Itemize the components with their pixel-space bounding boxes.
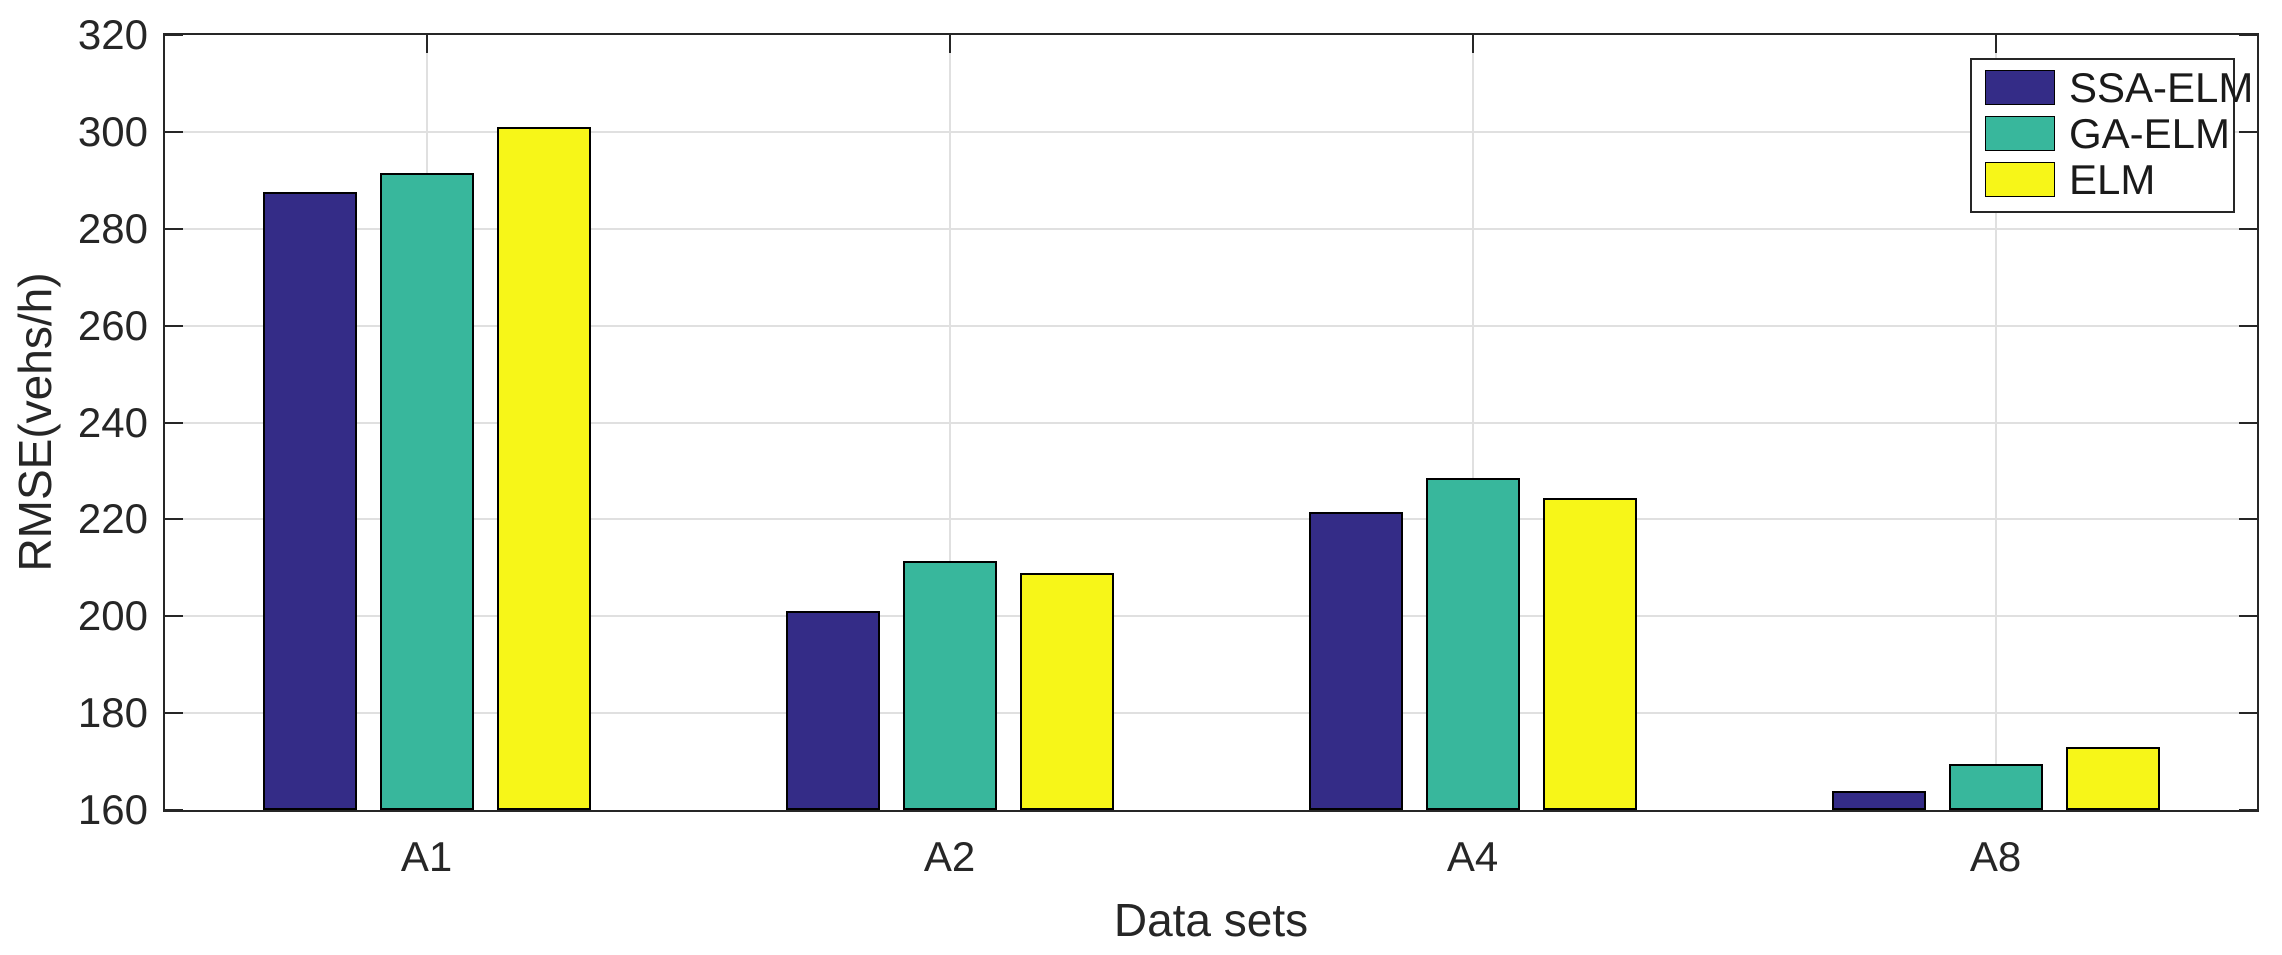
y-tick-left <box>165 518 183 521</box>
bar-ga-elm-a8 <box>1949 764 2043 810</box>
bar-ga-elm-a1 <box>380 173 474 810</box>
y-tick-label: 320 <box>77 11 148 58</box>
bar-ssa-elm-a1 <box>263 192 357 810</box>
legend-item: GA-ELM <box>1985 112 2233 154</box>
y-tick-label: 300 <box>77 107 148 155</box>
bar-elm-a8 <box>2066 747 2160 810</box>
legend-swatch <box>1985 162 2055 197</box>
x-tick-label: A8 <box>1969 833 2022 880</box>
x-tick-top <box>948 35 951 53</box>
x-tick-label: A2 <box>923 833 976 880</box>
x-tick-top <box>1471 35 1474 53</box>
x-tick-label: A1 <box>400 833 453 880</box>
y-gridline <box>165 518 2257 521</box>
y-tick-right <box>2239 227 2257 230</box>
bar-elm-a1 <box>497 127 591 810</box>
y-tick-left <box>165 615 183 618</box>
legend-label: ELM <box>2069 155 2156 203</box>
x-tick-top <box>1994 35 1997 53</box>
y-tick-label: 200 <box>77 592 148 640</box>
y-tick-right <box>2239 518 2257 521</box>
y-gridline <box>165 421 2257 424</box>
legend-swatch <box>1985 70 2055 105</box>
y-gridline <box>165 712 2257 715</box>
y-tick-label: 260 <box>77 301 148 349</box>
y-tick-left <box>165 227 183 230</box>
plot-area: SSA-ELM GA-ELM ELM <box>163 33 2259 812</box>
y-tick-right <box>2239 324 2257 327</box>
legend-item: SSA-ELM <box>1985 66 2253 108</box>
y-tick-label: 220 <box>77 495 148 543</box>
x-gridline <box>948 35 951 810</box>
legend-label: GA-ELM <box>2069 109 2231 157</box>
y-tick-left <box>165 130 183 133</box>
y-tick-left <box>165 34 183 36</box>
y-tick-right <box>2239 34 2257 36</box>
legend: SSA-ELM GA-ELM ELM <box>1970 58 2253 213</box>
y-tick-right <box>2239 130 2257 133</box>
legend-item: ELM <box>1985 158 2233 200</box>
bar-ssa-elm-a4 <box>1309 512 1403 810</box>
y-gridline <box>165 227 2257 230</box>
y-gridline <box>165 130 2257 133</box>
bar-elm-a2 <box>1020 573 1114 810</box>
bar-ga-elm-a2 <box>903 561 997 810</box>
legend-swatch <box>1985 116 2055 151</box>
x-tick-top <box>425 35 428 53</box>
bar-ga-elm-a4 <box>1426 478 1520 810</box>
y-tick-right <box>2239 421 2257 424</box>
y-tick-left <box>165 712 183 715</box>
y-tick-label: 240 <box>77 398 148 446</box>
y-gridline <box>165 324 2257 327</box>
y-tick-right <box>2239 615 2257 618</box>
y-tick-right <box>2239 809 2257 811</box>
bar-ssa-elm-a8 <box>1832 791 1926 810</box>
y-tick-right <box>2239 712 2257 715</box>
y-tick-left <box>165 421 183 424</box>
y-tick-label: 160 <box>77 786 148 833</box>
y-tick-label: 180 <box>77 689 148 737</box>
bar-elm-a4 <box>1543 498 1637 810</box>
x-axis-label: Data sets <box>1113 894 1309 946</box>
x-tick-label: A4 <box>1446 833 1499 880</box>
y-tick-left <box>165 809 183 811</box>
x-gridline <box>1994 35 1997 810</box>
y-gridline <box>165 615 2257 618</box>
y-tick-left <box>165 324 183 327</box>
x-gridline <box>1471 35 1474 810</box>
bar-ssa-elm-a2 <box>786 611 880 810</box>
legend-label: SSA-ELM <box>2069 63 2254 111</box>
y-tick-label: 280 <box>77 204 148 252</box>
